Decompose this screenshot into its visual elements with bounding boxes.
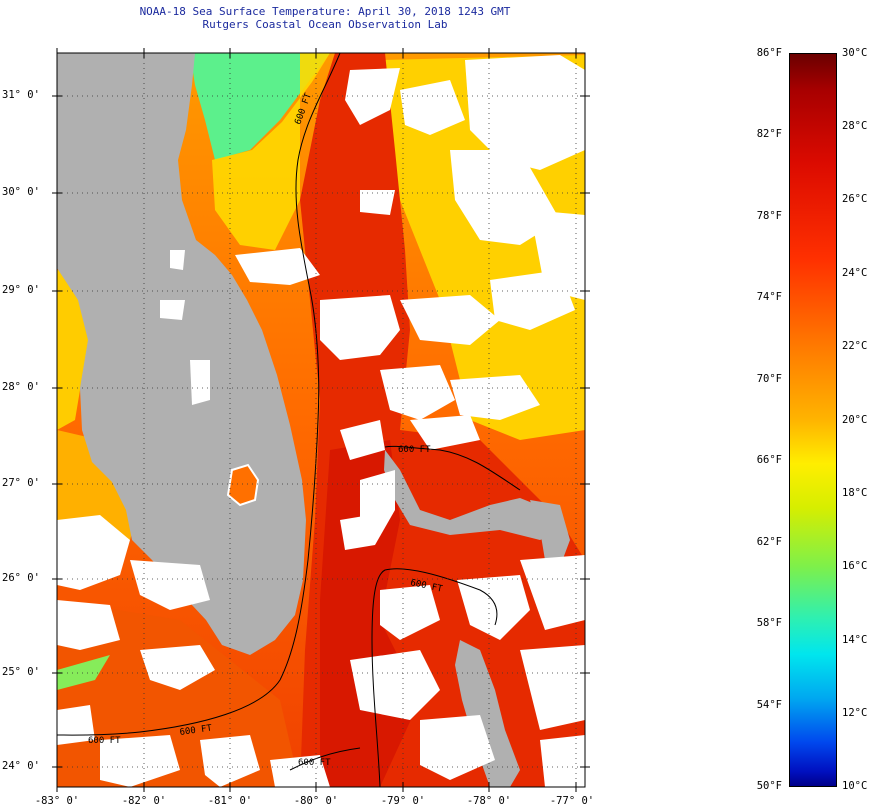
lon-label: -78° 0' (466, 795, 512, 807)
lon-label: -81° 0' (207, 795, 253, 807)
keys-green-patch (57, 655, 110, 690)
lake-okeechobee (226, 463, 260, 507)
map-frame (56, 52, 586, 788)
andros-island (455, 640, 520, 787)
grand-bahama (384, 450, 565, 540)
lat-label: 29° 0' (2, 284, 40, 296)
temperature-colorbar (789, 53, 837, 787)
lat-label: 31° 0' (2, 89, 40, 101)
colorbar-f-label: 78°F (756, 210, 782, 222)
lat-label: 25° 0' (2, 666, 40, 678)
isobath-contours (57, 53, 521, 787)
lon-label: -80° 0' (293, 795, 339, 807)
colorbar-c-label: 14°C (842, 634, 868, 646)
colorbar-c-label: 10°C (842, 780, 868, 792)
colorbar-f-label: 70°F (756, 373, 782, 385)
lat-label: 28° 0' (2, 381, 40, 393)
colorbar-c-label: 20°C (842, 414, 868, 426)
colorbar-f-label: 74°F (756, 291, 782, 303)
colorbar-f-label: 82°F (756, 128, 782, 140)
contour-label: 600 FT (398, 445, 431, 455)
colorbar-f-label: 58°F (756, 617, 782, 629)
contour-label: 600 FT (88, 736, 121, 746)
map-subtitle: Rutgers Coastal Ocean Observation Lab (202, 18, 448, 31)
colorbar-c-label: 12°C (842, 707, 868, 719)
map-title: NOAA-18 Sea Surface Temperature: April 3… (139, 5, 511, 18)
lat-label: 24° 0' (2, 760, 40, 772)
colorbar-f-label: 66°F (756, 454, 782, 466)
lat-label: 26° 0' (2, 572, 40, 584)
colorbar-f-label: 86°F (756, 47, 782, 59)
lon-label: -82° 0' (121, 795, 167, 807)
lon-label: -83° 0' (34, 795, 80, 807)
lon-label: -79° 0' (380, 795, 426, 807)
colorbar-c-label: 22°C (842, 340, 868, 352)
graticule (57, 53, 585, 787)
colorbar-f-label: 62°F (756, 536, 782, 548)
cloud-cover (57, 55, 585, 787)
contour-label: 600 FT (179, 723, 213, 738)
colorbar-c-label: 16°C (842, 560, 868, 572)
lat-label: 27° 0' (2, 477, 40, 489)
lat-label: 30° 0' (2, 186, 40, 198)
axis-ticks (52, 48, 590, 792)
colorbar-c-label: 28°C (842, 120, 868, 132)
colorbar-c-label: 18°C (842, 487, 868, 499)
cool-yellow-water-north (212, 53, 330, 250)
cold-shelf-water (190, 53, 330, 160)
colorbar-c-label: 26°C (842, 193, 868, 205)
colorbar-c-label: 30°C (842, 47, 868, 59)
contour-label: 600 FT (298, 758, 331, 768)
lon-label: -77° 0' (549, 795, 595, 807)
colorbar-f-label: 54°F (756, 699, 782, 711)
colorbar-f-label: 50°F (756, 780, 782, 792)
colorbar-c-label: 24°C (842, 267, 868, 279)
